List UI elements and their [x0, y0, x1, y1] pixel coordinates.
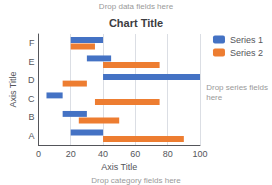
svg-text:0: 0: [36, 149, 41, 159]
svg-text:Drop category fields here: Drop category fields here: [91, 176, 181, 185]
svg-text:80: 80: [163, 149, 173, 159]
svg-text:Axis Title: Axis Title: [101, 162, 137, 172]
svg-text:Series 2: Series 2: [230, 48, 263, 58]
svg-text:A: A: [28, 131, 34, 141]
svg-text:60: 60: [130, 149, 140, 159]
svg-text:E: E: [28, 57, 34, 67]
svg-text:20: 20: [66, 149, 76, 159]
svg-text:Drop data fields here: Drop data fields here: [99, 2, 174, 11]
svg-text:B: B: [28, 112, 34, 122]
svg-text:Series 1: Series 1: [230, 35, 263, 45]
svg-text:Chart Title: Chart Title: [109, 17, 163, 29]
svg-text:40: 40: [98, 149, 108, 159]
svg-text:F: F: [29, 38, 35, 48]
svg-text:C: C: [28, 94, 35, 104]
svg-text:Axis Title: Axis Title: [8, 71, 18, 107]
svg-text:100: 100: [192, 149, 207, 159]
svg-text:Drop series fields: Drop series fields: [206, 83, 268, 92]
svg-text:D: D: [28, 75, 35, 85]
svg-text:here: here: [206, 93, 223, 102]
